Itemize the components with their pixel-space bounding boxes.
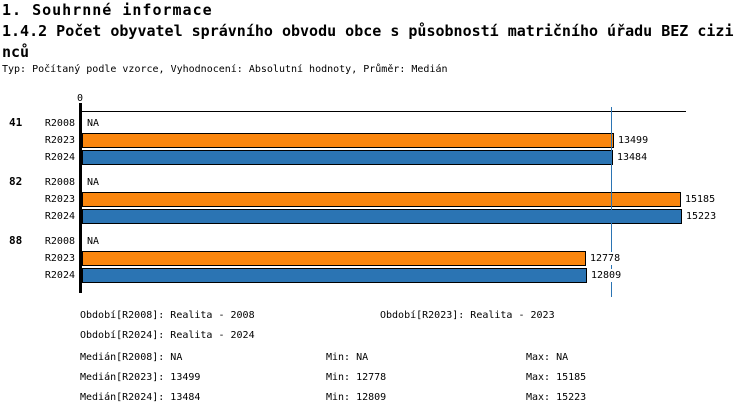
bar-r2024: [82, 209, 682, 224]
legend-max-r2008: Max: NA: [526, 352, 569, 363]
x-axis-zero-label: 0: [76, 93, 84, 104]
bar-value-label: 13499: [618, 134, 649, 147]
series-label-r2024: R2024: [44, 211, 75, 222]
legend-min-r2023: Min: 12778: [326, 372, 387, 383]
series-label-r2008: R2008: [44, 177, 75, 188]
report-subtitle-line2: nců: [2, 43, 30, 61]
bar-r2024: [82, 268, 587, 283]
series-label-r2008: R2008: [44, 118, 75, 129]
bar-value-label: 15185: [685, 193, 716, 206]
series-label-r2023: R2023: [44, 135, 75, 146]
median-line-r2024: [611, 107, 612, 297]
legend-max-r2024: Max: 15223: [526, 392, 587, 403]
na-value-label: NA: [87, 176, 100, 189]
series-label-r2023: R2023: [44, 253, 75, 264]
legend-min-r2008: Min: NA: [326, 352, 369, 363]
bar-value-label: 12809: [591, 269, 622, 282]
bar-value-label: 13484: [617, 151, 648, 164]
bar-r2023: [82, 133, 614, 148]
legend-min-r2024: Min: 12809: [326, 392, 387, 403]
na-value-label: NA: [87, 235, 100, 248]
series-label-r2008: R2008: [44, 236, 75, 247]
x-axis-line: [80, 111, 686, 112]
legend-median-r2008: Medián[R2008]: NA: [80, 352, 183, 363]
legend-median-r2024: Medián[R2024]: 13484: [80, 392, 201, 403]
bar-value-label: 12778: [590, 252, 621, 265]
y-axis-line: [79, 103, 82, 293]
legend-max-r2023: Max: 15185: [526, 372, 587, 383]
group-label: 88: [9, 234, 23, 247]
bar-r2023: [82, 192, 681, 207]
group-label: 41: [9, 116, 23, 129]
report-meta: Typ: Počítaný podle vzorce, Vyhodnocení:…: [2, 64, 448, 75]
group-label: 82: [9, 175, 23, 188]
legend-period-r2008: Období[R2008]: Realita - 2008: [80, 310, 255, 321]
report-title: 1. Souhrnné informace: [2, 1, 213, 19]
series-label-r2024: R2024: [44, 152, 75, 163]
bar-r2023: [82, 251, 586, 266]
bar-r2024: [82, 150, 613, 165]
na-value-label: NA: [87, 117, 100, 130]
legend-period-r2023: Období[R2023]: Realita - 2023: [380, 310, 555, 321]
legend-median-r2023: Medián[R2023]: 13499: [80, 372, 201, 383]
series-label-r2024: R2024: [44, 270, 75, 281]
series-label-r2023: R2023: [44, 194, 75, 205]
report-subtitle-line1: 1.4.2 Počet obyvatel správního obvodu ob…: [2, 22, 734, 40]
legend-period-r2024: Období[R2024]: Realita - 2024: [80, 330, 255, 341]
bar-value-label: 15223: [686, 210, 717, 223]
